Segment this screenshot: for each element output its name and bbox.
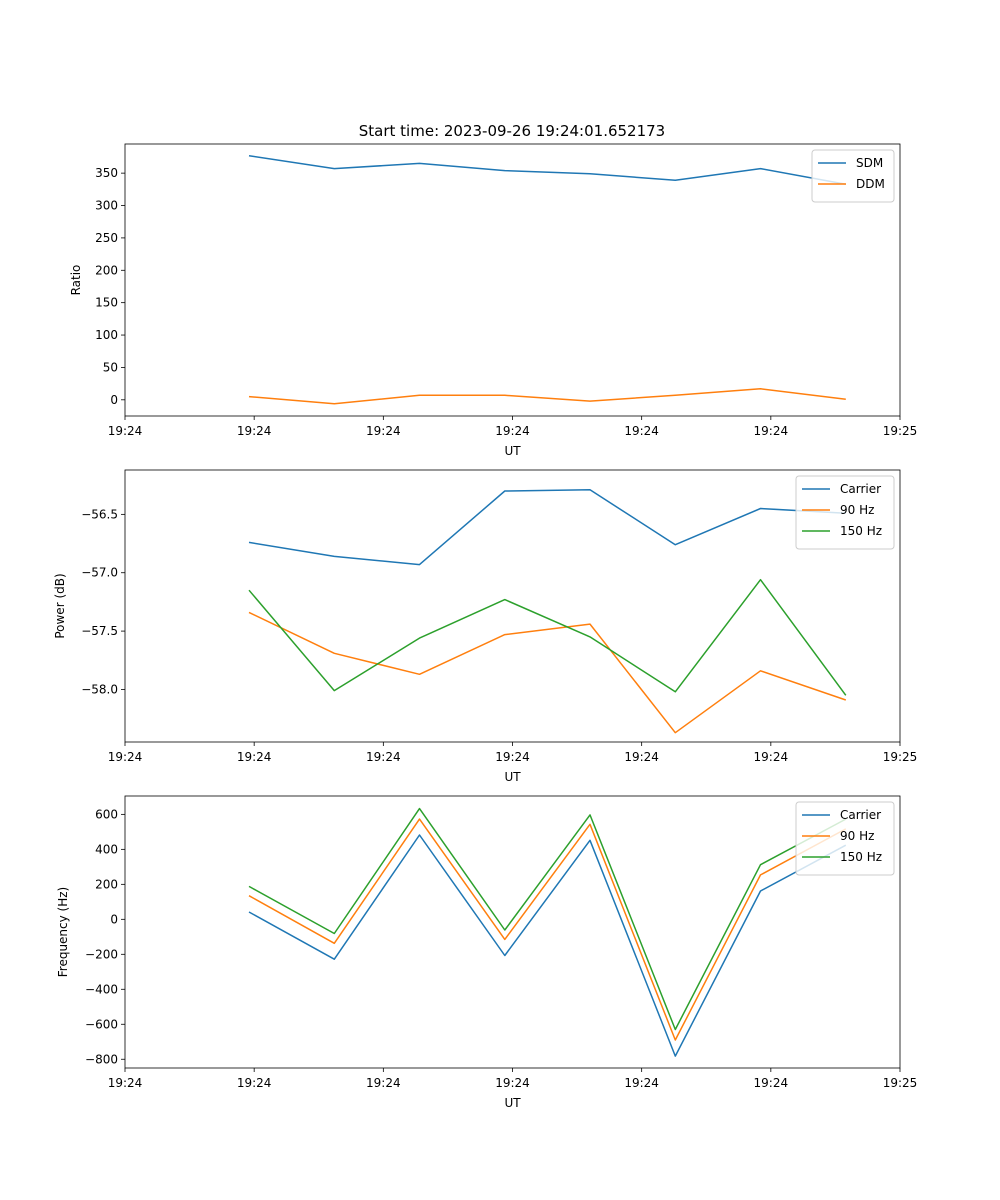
legend-label: DDM: [856, 177, 885, 191]
x-tick-label: 19:24: [495, 750, 530, 764]
y-tick-label: −400: [85, 982, 118, 996]
subplot-2: 19:24 19:24 19:24 19:24 19:24 19:24 19:25 −58.0…: [53, 469, 918, 784]
x-tick-label: 19:24: [237, 1076, 272, 1090]
x-tick-label: 19:24: [495, 1076, 530, 1090]
legend-label: SDM: [856, 156, 883, 170]
series-line-90-hz: [248, 611, 847, 734]
x-tick-label: 19:24: [237, 750, 272, 764]
x-tick-label: 19:24: [495, 424, 530, 438]
series-line-carrier: [248, 489, 846, 566]
y-tick-label: 100: [95, 328, 118, 342]
x-tick-label: 19:24: [366, 424, 401, 438]
x-tick-label: 19:24: [366, 750, 401, 764]
y-tick-label: 600: [95, 807, 118, 821]
y-tick-label: 350: [95, 166, 118, 180]
legend-label: 90 Hz: [840, 503, 874, 517]
y-tick-label: −57.0: [81, 566, 118, 580]
legend-label: 90 Hz: [840, 829, 874, 843]
y-tick-label: 0: [110, 393, 118, 407]
y-tick-label: 300: [95, 199, 118, 213]
x-tick-label: 19:24: [624, 1076, 659, 1090]
series-line-90-hz: [248, 818, 847, 1041]
x-tick-label: 19:24: [624, 424, 659, 438]
x-axis-label: UT: [504, 770, 521, 784]
series-line-150-hz: [248, 807, 847, 1031]
x-tick-label: 19:25: [883, 750, 918, 764]
y-tick-label: 200: [95, 263, 118, 277]
series-line-ddm: [248, 388, 846, 405]
y-tick-label: −800: [85, 1052, 118, 1066]
y-tick-label: 400: [95, 842, 118, 856]
x-tick-label: 19:24: [754, 750, 789, 764]
x-tick-label: 19:24: [108, 424, 143, 438]
legend-label: 150 Hz: [840, 524, 882, 538]
y-axis-label: Ratio: [69, 265, 83, 296]
subplot-3: 19:24 19:24 19:24 19:24 19:24 19:24 19:25 −800 −…: [56, 795, 918, 1110]
y-tick-label: −56.5: [81, 507, 118, 521]
series-line-150-hz: [248, 578, 847, 696]
x-tick-label: 19:25: [883, 424, 918, 438]
x-tick-label: 19:24: [624, 750, 659, 764]
y-tick-label: −58.0: [81, 682, 118, 696]
y-axis-label: Power (dB): [53, 573, 67, 638]
figure-title: Start time: 2023-09-26 19:24:01.652173: [359, 122, 665, 140]
y-tick-label: 150: [95, 296, 118, 310]
y-tick-label: 0: [110, 912, 118, 926]
x-tick-label: 19:24: [108, 750, 143, 764]
y-tick-label: 250: [95, 231, 118, 245]
legend-label: Carrier: [840, 808, 881, 822]
y-tick-label: −57.5: [81, 624, 118, 638]
series-line-sdm: [248, 154, 846, 185]
legend-label: 150 Hz: [840, 850, 882, 864]
legend: Carrier 90 Hz 150 Hz: [795, 801, 895, 876]
x-tick-label: 19:24: [754, 1076, 789, 1090]
x-tick-label: 19:24: [366, 1076, 401, 1090]
legend: Carrier 90 Hz 150 Hz: [795, 475, 895, 550]
x-tick-label: 19:25: [883, 1076, 918, 1090]
y-tick-label: 200: [95, 877, 118, 891]
y-tick-label: −200: [85, 947, 118, 961]
subplot-1: 19:24 19:24 19:24 19:24 19:24 19:24 19:25 0 50 10…: [69, 143, 918, 458]
subplots: 19:24 19:24 19:24 19:24 19:24 19:24 19:25 0 50 10…: [53, 143, 918, 1110]
legend: SDM DDM: [811, 149, 895, 203]
x-tick-label: 19:24: [237, 424, 272, 438]
series-line-carrier: [248, 834, 847, 1057]
x-tick-label: 19:24: [754, 424, 789, 438]
legend-label: Carrier: [840, 482, 881, 496]
x-tick-label: 19:24: [108, 1076, 143, 1090]
x-axis-label: UT: [504, 444, 521, 458]
y-tick-label: 50: [103, 360, 118, 374]
y-tick-label: −600: [85, 1017, 118, 1031]
x-axis-label: UT: [504, 1096, 521, 1110]
y-axis-label: Frequency (Hz): [56, 887, 70, 978]
